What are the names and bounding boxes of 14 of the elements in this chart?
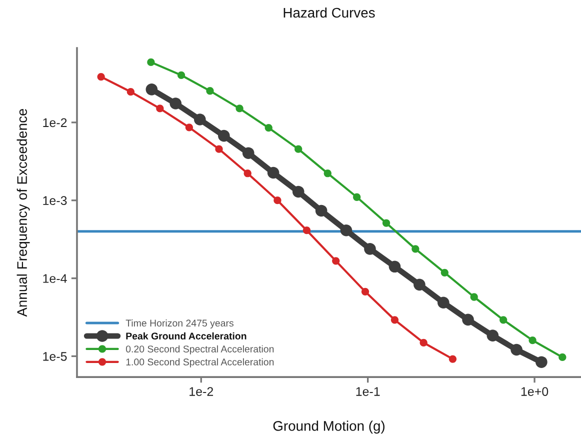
- legend-label: 1.00 Second Spectral Acceleration: [126, 358, 274, 368]
- y-axis-title: Annual Frequency of Exceedence: [16, 108, 30, 317]
- x-axis-title: Ground Motion (g): [273, 420, 384, 434]
- x-tick-label: 1e-2: [190, 387, 214, 396]
- y-tick-label: 1e-2: [43, 118, 67, 128]
- legend-label: 0.20 Second Spectral Acceleration: [126, 345, 274, 354]
- chart-title: Hazard Curves: [284, 7, 375, 18]
- y-tick-label: 1e-5: [43, 352, 67, 361]
- legend-label: Peak Ground Acceleration: [126, 332, 246, 340]
- y-tick-label: 1e-3: [43, 196, 67, 206]
- legend-label: Time Horizon 2475 years: [126, 319, 234, 328]
- x-tick-label: 1e+0: [521, 387, 548, 396]
- y-tick-label: 1e-4: [43, 274, 67, 283]
- x-tick-label: 1e-1: [356, 387, 380, 396]
